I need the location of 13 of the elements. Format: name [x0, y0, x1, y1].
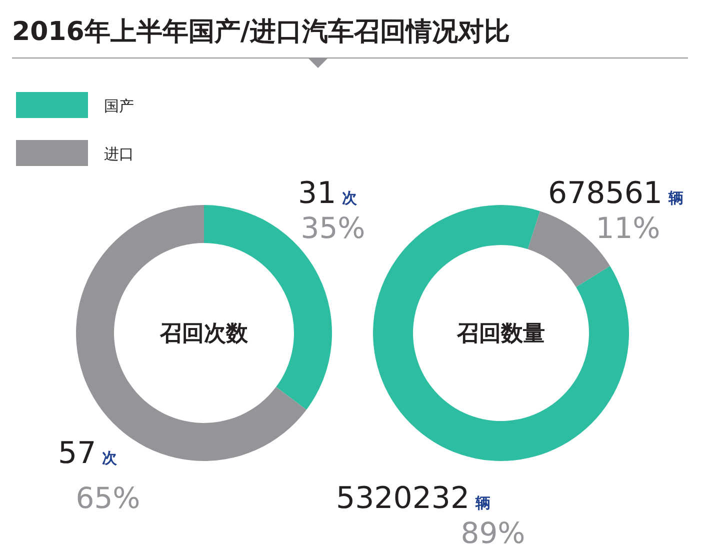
- data-label: 57 次: [58, 436, 118, 471]
- legend-label: 进口: [104, 145, 134, 163]
- text: 35%: [300, 211, 366, 245]
- data-label: 5320232 辆: [336, 481, 491, 516]
- text: 召回次数: [159, 322, 249, 347]
- legend-label: 国产: [104, 97, 134, 115]
- text: 召回数量: [456, 322, 545, 347]
- chart-title: 2016年上半年国产/进口汽车召回情况对比: [12, 17, 510, 47]
- text: 11%: [596, 211, 660, 245]
- data-label: 31 次: [298, 176, 358, 211]
- text: 65%: [76, 481, 140, 515]
- text: 89%: [460, 516, 526, 550]
- data-label: 678561 辆: [548, 176, 684, 211]
